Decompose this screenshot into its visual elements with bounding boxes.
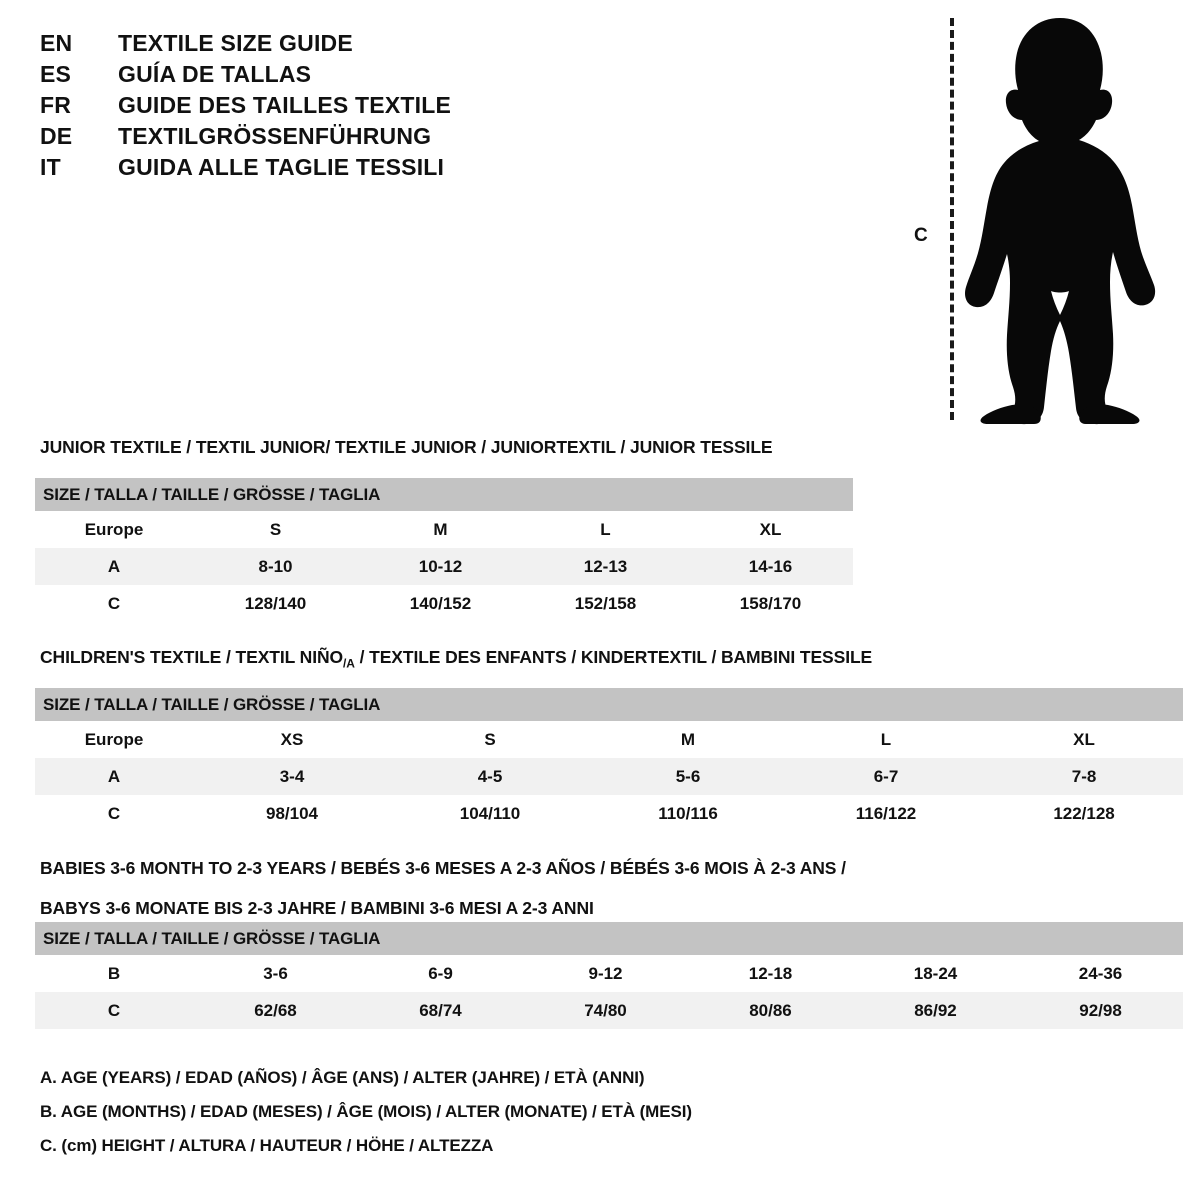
cell: M: [433, 519, 448, 539]
cell: 128/140: [244, 593, 307, 613]
cell: S: [484, 729, 496, 749]
table-row: C 62/68 68/74 74/80 80/86 86/92 92/98: [35, 992, 1184, 1029]
cell: 116/122: [855, 803, 917, 823]
row-label: C: [107, 593, 121, 613]
row-label: Europe: [84, 729, 144, 749]
title-text-de: TEXTILGRÖSSENFÜHRUNG: [118, 123, 432, 149]
height-figure: C: [900, 10, 1160, 425]
title-text-en: TEXTILE SIZE GUIDE: [118, 30, 353, 56]
junior-size-table: SIZE / TALLA / TAILLE / GRÖSSE / TAGLIA …: [35, 478, 854, 622]
cell: 68/74: [419, 1000, 462, 1020]
cell: 8-10: [258, 556, 293, 576]
cell: 140/152: [409, 593, 472, 613]
cell: 5-6: [675, 766, 701, 786]
section-heading-junior: JUNIOR TEXTILE / TEXTIL JUNIOR/ TEXTILE …: [40, 437, 773, 457]
language-code-de: DE: [40, 123, 73, 149]
row-label: B: [107, 963, 121, 983]
child-silhouette-icon: [965, 18, 1156, 425]
table-row: Europe XS S M L XL: [35, 721, 1184, 758]
title-row-es: ES GUÍA DE TALLAS: [40, 61, 600, 92]
children-heading-post: / TEXTILE DES ENFANTS / KINDERTEXTIL / B…: [354, 647, 873, 667]
table-row: Europe S M L XL: [35, 511, 854, 548]
language-code-fr: FR: [40, 92, 72, 118]
cell: 10-12: [418, 556, 463, 576]
row-label: A: [107, 556, 121, 576]
title-row-fr: FR GUIDE DES TAILLES TEXTILE: [40, 92, 600, 123]
children-heading-sub: /A: [343, 656, 355, 671]
babies-size-table: SIZE / TALLA / TAILLE / GRÖSSE / TAGLIA …: [35, 922, 1184, 1029]
babies-size-bar-label: SIZE / TALLA / TAILLE / GRÖSSE / TAGLIA: [35, 922, 1184, 955]
cell: L: [880, 729, 892, 749]
table-row: C 128/140 140/152 152/158 158/170: [35, 585, 854, 622]
cell: 4-5: [477, 766, 503, 786]
cell: 6-7: [873, 766, 899, 786]
cell: M: [680, 729, 696, 749]
title-row-en: EN TEXTILE SIZE GUIDE: [40, 30, 600, 61]
junior-size-bar-label: SIZE / TALLA / TAILLE / GRÖSSE / TAGLIA: [35, 478, 854, 511]
table-row-bar: SIZE / TALLA / TAILLE / GRÖSSE / TAGLIA: [35, 478, 854, 511]
cell: 12-18: [748, 963, 793, 983]
cell: 3-4: [279, 766, 305, 786]
cell: 158/170: [739, 593, 802, 613]
table-row-bar: SIZE / TALLA / TAILLE / GRÖSSE / TAGLIA: [35, 688, 1184, 721]
legend-line-c: C. (cm) HEIGHT / ALTURA / HAUTEUR / HÖHE…: [40, 1136, 494, 1155]
language-code-it: IT: [40, 154, 61, 180]
cell: 12-13: [583, 556, 628, 576]
table-row: B 3-6 6-9 9-12 12-18 18-24 24-36: [35, 955, 1184, 992]
language-code-en: EN: [40, 30, 73, 56]
cell: 104/110: [459, 803, 521, 823]
cell: 62/68: [254, 1000, 297, 1020]
section-heading-babies-line1: BABIES 3-6 MONTH TO 2-3 YEARS / BEBÉS 3-…: [40, 858, 846, 878]
title-row-de: DE TEXTILGRÖSSENFÜHRUNG: [40, 123, 600, 154]
children-heading-pre: CHILDREN'S TEXTILE / TEXTIL NIÑO: [40, 647, 344, 667]
cell: 9-12: [588, 963, 623, 983]
title-block: EN TEXTILE SIZE GUIDE ES GUÍA DE TALLAS …: [40, 30, 600, 185]
title-row-it: IT GUIDA ALLE TAGLIE TESSILI: [40, 154, 600, 185]
cell: 7-8: [1071, 766, 1097, 786]
title-text-it: GUIDA ALLE TAGLIE TESSILI: [118, 154, 445, 180]
section-heading-babies-line2: BABYS 3-6 MONATE BIS 2-3 JAHRE / BAMBINI…: [40, 898, 594, 918]
row-label: C: [107, 1000, 121, 1020]
cell: 122/128: [1053, 803, 1115, 823]
cell: 3-6: [263, 963, 288, 983]
cell: 6-9: [428, 963, 453, 983]
children-size-bar-label: SIZE / TALLA / TAILLE / GRÖSSE / TAGLIA: [35, 688, 1184, 721]
legend-line-b: B. AGE (MONTHS) / EDAD (MESES) / ÂGE (MO…: [40, 1102, 692, 1121]
row-label: C: [107, 803, 121, 823]
cell: S: [269, 519, 282, 539]
row-label: Europe: [84, 519, 144, 539]
cell: 24-36: [1078, 963, 1123, 983]
cell: 86/92: [914, 1000, 957, 1020]
table-row: C 98/104 104/110 110/116 116/122 122/128: [35, 795, 1184, 832]
legend-line-a: A. AGE (YEARS) / EDAD (AÑOS) / ÂGE (ANS)…: [40, 1068, 645, 1087]
cell: 80/86: [749, 1000, 792, 1020]
title-text-fr: GUIDE DES TAILLES TEXTILE: [118, 92, 451, 118]
cell: 74/80: [584, 1000, 627, 1020]
table-row: A 3-4 4-5 5-6 6-7 7-8: [35, 758, 1184, 795]
cell: 98/104: [266, 803, 318, 823]
table-row-bar: SIZE / TALLA / TAILLE / GRÖSSE / TAGLIA: [35, 922, 1184, 955]
title-text-es: GUÍA DE TALLAS: [118, 61, 312, 87]
height-dashed-line-icon: [950, 18, 954, 420]
cell: XL: [1073, 729, 1095, 749]
cell: 14-16: [748, 556, 793, 576]
cell: L: [600, 519, 611, 539]
section-heading-children: CHILDREN'S TEXTILE / TEXTIL NIÑO/A / TEX…: [40, 647, 872, 671]
legend-block: A. AGE (YEARS) / EDAD (AÑOS) / ÂGE (ANS)…: [40, 1068, 840, 1170]
height-measure-label: C: [914, 225, 928, 246]
cell: 18-24: [913, 963, 958, 983]
cell: 92/98: [1079, 1000, 1122, 1020]
children-size-table: SIZE / TALLA / TAILLE / GRÖSSE / TAGLIA …: [35, 688, 1184, 832]
cell: 110/116: [658, 803, 718, 823]
row-label: A: [107, 766, 121, 786]
cell: 152/158: [574, 593, 637, 613]
language-code-es: ES: [40, 61, 72, 87]
cell: XS: [280, 729, 304, 749]
table-row: A 8-10 10-12 12-13 14-16: [35, 548, 854, 585]
cell: XL: [759, 519, 782, 539]
